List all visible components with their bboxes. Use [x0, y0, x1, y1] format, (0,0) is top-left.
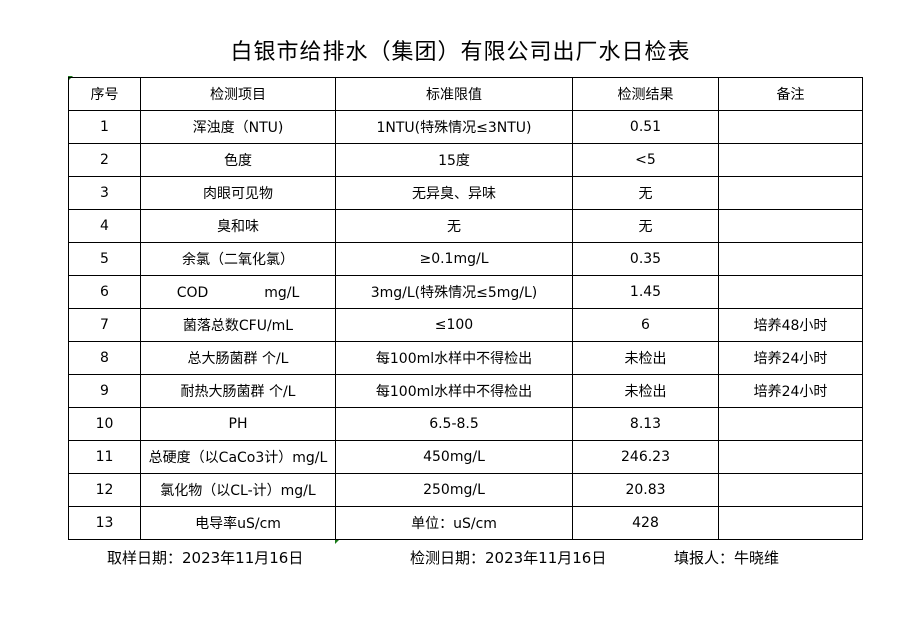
cell-item: 浑浊度（NTU) [140, 110, 336, 144]
test-date: 检测日期：2023年11月16日 [410, 549, 607, 567]
table-row: 6 COD mg/L 3mg/L(特殊情况≤5mg/L) 1.45 [68, 275, 863, 309]
cell-standard: ≤100 [335, 308, 573, 342]
header-result: 检测结果 [572, 77, 719, 111]
cell-index: 13 [68, 506, 141, 540]
cell-result: 未检出 [572, 374, 719, 408]
cell-note: 培养24小时 [718, 374, 863, 408]
cell-note [718, 440, 863, 474]
cell-result: 20.83 [572, 473, 719, 507]
cell-index: 7 [68, 308, 141, 342]
header-row: 序号 检测项目 标准限值 检测结果 备注 [68, 77, 863, 111]
cell-item: 总大肠菌群 个/L [140, 341, 336, 375]
page-title: 白银市给排水（集团）有限公司出厂水日检表 [230, 40, 691, 65]
cell-standard: 450mg/L [335, 440, 573, 474]
cell-standard: 无异臭、异味 [335, 176, 573, 210]
inspection-table: 序号 检测项目 标准限值 检测结果 备注 1 浑浊度（NTU) 1NTU(特殊情况≤3NTU)… [68, 77, 863, 540]
table-row: 9 耐热大肠菌群 个/L 每100ml水样中不得检出 未检出 培养24小时 [68, 374, 863, 408]
table-row: 11 总硬度（以CaCo3计）mg/L 450mg/L 246.23 [68, 440, 863, 474]
table-row: 4 臭和味无无 [68, 209, 863, 243]
cell-item: 总硬度（以CaCo3计）mg/L [140, 440, 336, 474]
cell-index: 6 [68, 275, 141, 309]
cell-result: 无 [572, 176, 719, 210]
cell-result: 246.23 [572, 440, 719, 474]
table-row: 3 肉眼可见物 无异臭、异味无 [68, 176, 863, 210]
cell-index: 10 [68, 407, 141, 441]
cell-result: 0.51 [572, 110, 719, 144]
cell-result: 6 [572, 308, 719, 342]
cell-item: 氯化物（以CL-计）mg/L [140, 473, 336, 507]
cell-standard: 3mg/L(特殊情况≤5mg/L) [335, 275, 573, 309]
table-row: 12 氯化物（以CL-计）mg/L 250mg/L 20.83 [68, 473, 863, 507]
table-row: 8 总大肠菌群 个/L 每100ml水样中不得检出 未检出 培养24小时 [68, 341, 863, 375]
cell-result: 0.35 [572, 242, 719, 276]
header-standard: 标准限值 [335, 77, 573, 111]
cell-index: 8 [68, 341, 141, 375]
cell-note [718, 143, 863, 177]
cell-note [718, 176, 863, 210]
cell-result: 无 [572, 209, 719, 243]
cell-note [718, 209, 863, 243]
header-item: 检测项目 [140, 77, 336, 111]
cell-index: 4 [68, 209, 141, 243]
cell-item: COD mg/L [140, 275, 336, 309]
cell-index: 2 [68, 143, 141, 177]
cell-standard: 每100ml水样中不得检出 [335, 374, 573, 408]
cell-item: PH [140, 407, 336, 441]
cell-standard: 6.5-8.5 [335, 407, 573, 441]
cell-standard: 无 [335, 209, 573, 243]
cell-note [718, 473, 863, 507]
cell-standard: 15度 [335, 143, 573, 177]
cell-standard: 每100ml水样中不得检出 [335, 341, 573, 375]
cell-note [718, 242, 863, 276]
cell-index: 5 [68, 242, 141, 276]
cell-item: 余氯（二氧化氯） [140, 242, 336, 276]
sample-date: 取样日期：2023年11月16日 [107, 549, 304, 567]
cell-standard: 单位：uS/cm [335, 506, 573, 540]
cell-result: 未检出 [572, 341, 719, 375]
cell-item: 臭和味 [140, 209, 336, 243]
cell-note: 培养48小时 [718, 308, 863, 342]
cell-note: 培养24小时 [718, 341, 863, 375]
cell-index: 3 [68, 176, 141, 210]
table-row: 5 余氯（二氧化氯） ≥0.1mg/L 0.35 [68, 242, 863, 276]
cell-index: 1 [68, 110, 141, 144]
cell-index: 12 [68, 473, 141, 507]
table-row: 2 色度 15度 <5 [68, 143, 863, 177]
cell-item: 菌落总数CFU/mL [140, 308, 336, 342]
cell-item: 耐热大肠菌群 个/L [140, 374, 336, 408]
table-row: 1 浑浊度（NTU) 1NTU(特殊情况≤3NTU) 0.51 [68, 110, 863, 144]
cell-note [718, 407, 863, 441]
cell-index: 9 [68, 374, 141, 408]
table-row: 7 菌落总数CFU/mL ≤100 6 培养48小时 [68, 308, 863, 342]
cell-note [718, 110, 863, 144]
table-row: 13 电导率uS/cm 单位：uS/cm 428 [68, 506, 863, 540]
header-index: 序号 [68, 77, 141, 111]
header-note: 备注 [718, 77, 863, 111]
table-row: 10 PH 6.5-8.5 8.13 [68, 407, 863, 441]
cell-note [718, 506, 863, 540]
cell-note [718, 275, 863, 309]
cell-result: 1.45 [572, 275, 719, 309]
cell-standard: 1NTU(特殊情况≤3NTU) [335, 110, 573, 144]
cell-index: 11 [68, 440, 141, 474]
cell-item: 电导率uS/cm [140, 506, 336, 540]
cell-result: 428 [572, 506, 719, 540]
cell-item: 色度 [140, 143, 336, 177]
cell-marker-icon [335, 539, 340, 544]
cell-standard: ≥0.1mg/L [335, 242, 573, 276]
cell-standard: 250mg/L [335, 473, 573, 507]
reporter: 填报人：牛晓维 [674, 549, 780, 567]
cell-result: <5 [572, 143, 719, 177]
cell-result: 8.13 [572, 407, 719, 441]
cell-item: 肉眼可见物 [140, 176, 336, 210]
